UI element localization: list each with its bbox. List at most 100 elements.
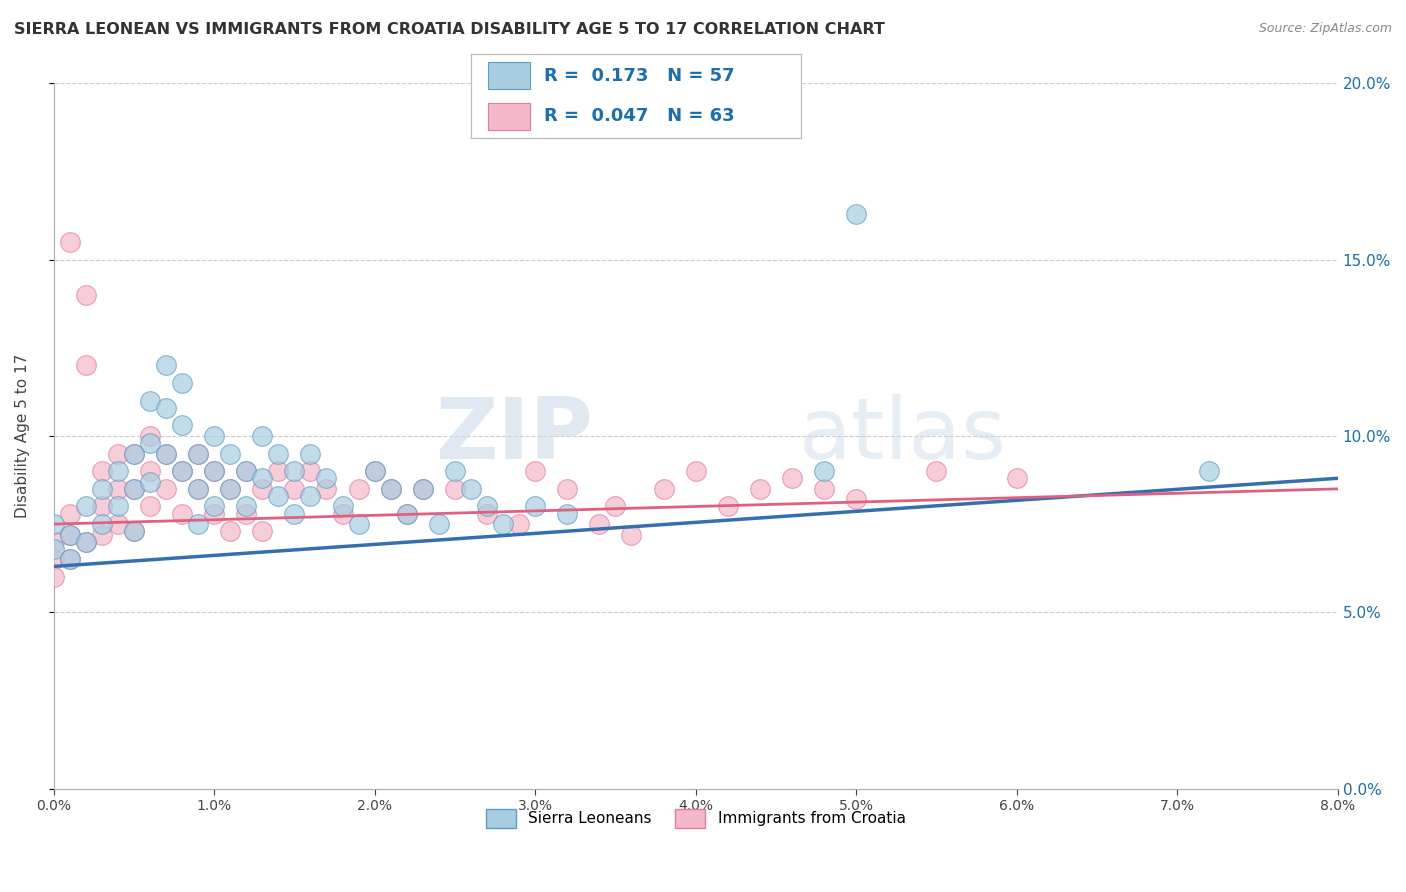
Point — [187, 482, 209, 496]
Point — [139, 464, 162, 478]
Point — [170, 376, 193, 390]
Point — [267, 464, 290, 478]
Point — [813, 464, 835, 478]
Point — [283, 464, 305, 478]
Point — [107, 500, 129, 514]
Point — [59, 552, 82, 566]
Point — [620, 527, 643, 541]
Point — [75, 288, 97, 302]
Point — [90, 500, 112, 514]
Point — [75, 534, 97, 549]
Point — [395, 507, 418, 521]
Text: atlas: atlas — [799, 394, 1007, 477]
Point — [155, 359, 177, 373]
Point — [444, 464, 467, 478]
Bar — [488, 62, 530, 89]
Point — [59, 235, 82, 249]
Point — [347, 482, 370, 496]
Point — [524, 464, 547, 478]
Point — [155, 447, 177, 461]
Point — [75, 500, 97, 514]
Point — [90, 482, 112, 496]
Text: Source: ZipAtlas.com: Source: ZipAtlas.com — [1258, 22, 1392, 36]
Point — [202, 429, 225, 443]
Bar — [488, 103, 530, 130]
Point — [652, 482, 675, 496]
Point — [267, 447, 290, 461]
Point — [252, 429, 274, 443]
Point — [59, 552, 82, 566]
Point — [492, 517, 515, 532]
Point — [202, 464, 225, 478]
Point — [427, 517, 450, 532]
Point — [219, 482, 242, 496]
Point — [42, 570, 65, 584]
Point — [813, 482, 835, 496]
Point — [380, 482, 402, 496]
Point — [235, 464, 257, 478]
Point — [685, 464, 707, 478]
Point — [202, 500, 225, 514]
Point — [187, 517, 209, 532]
Point — [717, 500, 740, 514]
Point — [42, 534, 65, 549]
Point — [283, 482, 305, 496]
Point — [42, 541, 65, 556]
Point — [122, 447, 145, 461]
Point — [75, 359, 97, 373]
Point — [122, 524, 145, 538]
Point — [524, 500, 547, 514]
Point — [555, 507, 578, 521]
Point — [1198, 464, 1220, 478]
Point — [412, 482, 434, 496]
Point — [332, 507, 354, 521]
Point — [1005, 471, 1028, 485]
Point — [925, 464, 948, 478]
Text: SIERRA LEONEAN VS IMMIGRANTS FROM CROATIA DISABILITY AGE 5 TO 17 CORRELATION CHA: SIERRA LEONEAN VS IMMIGRANTS FROM CROATI… — [14, 22, 884, 37]
Point — [299, 489, 322, 503]
Point — [155, 401, 177, 415]
Point — [780, 471, 803, 485]
Point — [202, 464, 225, 478]
Point — [122, 524, 145, 538]
Point — [748, 482, 770, 496]
Point — [252, 471, 274, 485]
Text: R =  0.047   N = 63: R = 0.047 N = 63 — [544, 107, 734, 125]
Point — [139, 393, 162, 408]
Point — [588, 517, 610, 532]
Point — [42, 517, 65, 532]
Point — [363, 464, 385, 478]
Y-axis label: Disability Age 5 to 17: Disability Age 5 to 17 — [15, 354, 30, 518]
Point — [170, 464, 193, 478]
Point — [139, 429, 162, 443]
Point — [170, 464, 193, 478]
Point — [170, 507, 193, 521]
Point — [412, 482, 434, 496]
Point — [460, 482, 482, 496]
Point — [315, 471, 337, 485]
Point — [90, 527, 112, 541]
Point — [235, 500, 257, 514]
Point — [395, 507, 418, 521]
Point — [122, 482, 145, 496]
Point — [155, 482, 177, 496]
Point — [299, 447, 322, 461]
Point — [139, 500, 162, 514]
Point — [219, 447, 242, 461]
Point — [59, 507, 82, 521]
Text: ZIP: ZIP — [436, 394, 593, 477]
Point — [363, 464, 385, 478]
Point — [187, 447, 209, 461]
Point — [107, 517, 129, 532]
Point — [444, 482, 467, 496]
Point — [252, 524, 274, 538]
Point — [122, 447, 145, 461]
Point — [555, 482, 578, 496]
Point — [155, 447, 177, 461]
Point — [187, 482, 209, 496]
Point — [299, 464, 322, 478]
Point — [59, 527, 82, 541]
Point — [59, 527, 82, 541]
Point — [845, 207, 868, 221]
Point — [235, 464, 257, 478]
